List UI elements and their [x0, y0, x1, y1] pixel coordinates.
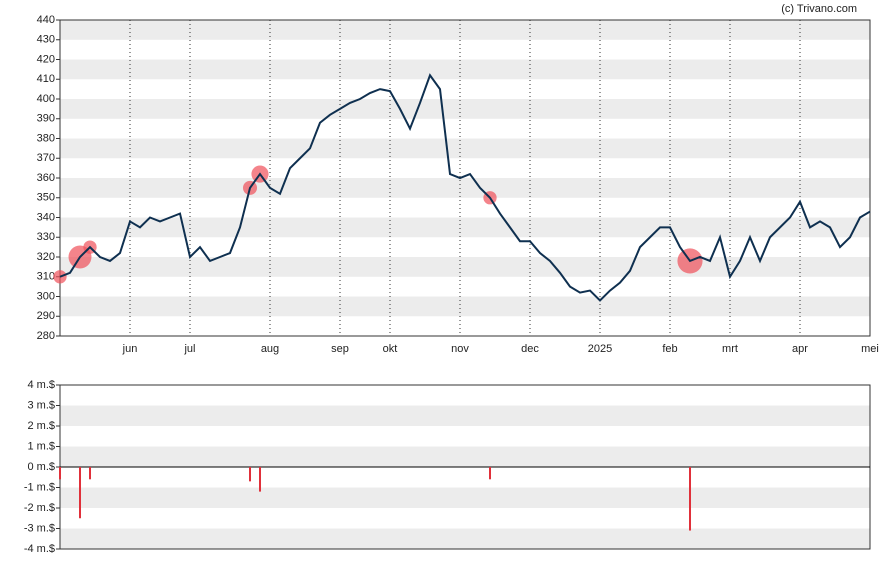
x-tick-label: mrt: [722, 343, 738, 355]
y-tick-label: 300: [37, 290, 55, 302]
y-tick-label: 400: [37, 93, 55, 105]
trade-bar: [59, 467, 61, 480]
y-tick-label: 360: [37, 172, 55, 184]
y-tick-label: 330: [37, 231, 55, 243]
x-tick-label: okt: [383, 343, 398, 355]
x-tick-label: nov: [451, 343, 469, 355]
x-tick-label: sep: [331, 343, 349, 355]
trade-bar: [89, 467, 91, 480]
y-tick-label: -4 m.$: [24, 543, 55, 555]
x-tick-label: jun: [122, 343, 138, 355]
y-tick-label: 3 m.$: [27, 399, 55, 411]
x-tick-label: feb: [662, 343, 677, 355]
plot-frame: [59, 19, 871, 337]
y-tick-label: 380: [37, 132, 55, 144]
x-tick-label: jul: [183, 343, 195, 355]
y-tick-label: 370: [37, 152, 55, 164]
x-tick-label: mei: [861, 343, 879, 355]
y-tick-label: 350: [37, 192, 55, 204]
grid-band: [60, 99, 870, 119]
y-tick-label: 410: [37, 73, 55, 85]
grid-band: [60, 528, 870, 549]
y-tick-label: -2 m.$: [24, 502, 55, 514]
grid-band: [60, 138, 870, 159]
y-tick-label: 2 m.$: [27, 420, 55, 432]
x-tick-label: apr: [792, 343, 808, 355]
trade-bar: [249, 467, 251, 482]
x-tick-label: 2025: [588, 343, 612, 355]
x-tick-label: aug: [261, 343, 279, 355]
y-tick-label: -1 m.$: [24, 481, 55, 493]
y-tick-label: -3 m.$: [24, 522, 55, 534]
trade-bar: [689, 467, 691, 531]
price-line: [59, 73, 871, 302]
grid-band: [60, 487, 870, 508]
y-tick-label: 310: [37, 271, 55, 283]
y-tick-label: 280: [37, 330, 55, 342]
grid-band: [60, 178, 870, 198]
grid-band: [60, 296, 870, 317]
trade-bar: [79, 467, 81, 519]
y-tick-label: 320: [37, 251, 55, 263]
y-tick-label: 0 m.$: [27, 461, 55, 473]
y-tick-label: 430: [37, 34, 55, 46]
grid-band: [60, 257, 870, 277]
y-tick-label: 420: [37, 53, 55, 65]
trade-bar: [259, 467, 261, 492]
y-tick-label: 4 m.$: [27, 379, 55, 391]
grid-band: [60, 20, 870, 40]
grid-band: [60, 405, 870, 426]
copyright: (c) Trivano.com: [781, 3, 857, 15]
x-tick-label: dec: [521, 343, 539, 355]
y-tick-label: 340: [37, 211, 55, 223]
y-tick-label: 290: [37, 310, 55, 322]
trade-bar: [489, 467, 491, 480]
grid-band: [60, 217, 870, 238]
y-tick-label: 390: [37, 113, 55, 125]
grid-band: [60, 446, 870, 467]
grid-band: [60, 59, 870, 80]
y-tick-label: 1 m.$: [27, 440, 55, 452]
y-tick-label: 440: [37, 14, 55, 26]
